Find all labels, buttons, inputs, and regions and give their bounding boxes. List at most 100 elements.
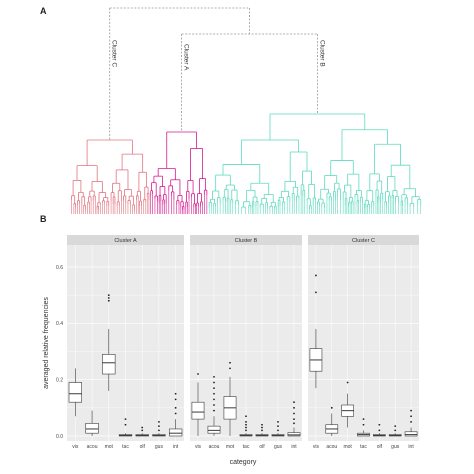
outlier-point bbox=[141, 429, 144, 432]
box-iqr bbox=[102, 354, 116, 375]
outlier-point bbox=[107, 297, 110, 299]
box-acou bbox=[325, 406, 339, 436]
x-tick-label: mot bbox=[226, 444, 235, 450]
outlier-point bbox=[213, 392, 215, 395]
box-int bbox=[168, 392, 183, 437]
x-tick-label: tac bbox=[243, 444, 250, 450]
outlier-point bbox=[293, 406, 295, 409]
box-olf bbox=[135, 426, 149, 437]
outlier-point bbox=[261, 426, 263, 429]
x-tick-label: gus bbox=[155, 444, 164, 450]
outlier-point bbox=[229, 361, 231, 364]
outlier-point bbox=[124, 423, 127, 426]
outlier-point bbox=[245, 426, 247, 429]
cluster-a-subtree bbox=[150, 131, 208, 214]
box-gus bbox=[152, 421, 166, 437]
outlier-point bbox=[362, 418, 365, 420]
panel-label-a: A bbox=[40, 6, 47, 16]
outlier-point bbox=[378, 429, 381, 432]
box-iqr bbox=[191, 401, 205, 420]
box-acou bbox=[85, 410, 99, 436]
outlier-point bbox=[158, 429, 160, 432]
facet-strip bbox=[308, 235, 419, 245]
facet-cluster-b: Cluster B vis acou mot tac olf gus int bbox=[190, 235, 302, 450]
outlier-point bbox=[197, 373, 199, 375]
x-tick-label: int bbox=[173, 444, 179, 450]
outlier-point bbox=[245, 421, 247, 423]
x-tick-label: gus bbox=[391, 444, 400, 450]
y-tick-label: 0.0 bbox=[56, 434, 63, 440]
facet-strip-label: Cluster B bbox=[235, 238, 258, 244]
x-tick-label: tac bbox=[122, 444, 129, 450]
y-tick-label: 0.6 bbox=[56, 265, 63, 271]
box-iqr bbox=[85, 423, 99, 434]
outlier-point bbox=[213, 375, 215, 378]
box-olf bbox=[255, 423, 269, 437]
box-vis bbox=[68, 368, 83, 417]
outlier-point bbox=[141, 426, 144, 429]
cluster-c-label: Cluster C bbox=[111, 40, 118, 67]
outlier-point bbox=[362, 423, 365, 426]
outlier-point bbox=[174, 406, 177, 409]
box-iqr bbox=[168, 428, 183, 437]
x-tick-label: olf bbox=[377, 444, 383, 450]
outlier-point bbox=[293, 422, 295, 425]
box-iqr bbox=[207, 425, 221, 434]
outlier-point bbox=[277, 429, 279, 432]
x-tick-label: acou bbox=[326, 444, 337, 450]
outlier-point bbox=[245, 415, 247, 418]
y-axis-title: averaged relative frequencies bbox=[43, 297, 50, 389]
cluster-b-label: Cluster B bbox=[318, 40, 325, 67]
x-tick-label: vis bbox=[195, 444, 202, 450]
y-tick-label: 0.4 bbox=[56, 321, 63, 327]
facet-strip-label: Cluster C bbox=[352, 238, 375, 244]
dendrogram: Cluster C Cluster A Cluster B bbox=[71, 7, 422, 214]
box-mot bbox=[223, 361, 237, 436]
outlier-point bbox=[346, 381, 349, 384]
box-int bbox=[287, 401, 301, 437]
outlier-point bbox=[174, 398, 177, 401]
box-tac bbox=[239, 415, 253, 437]
outlier-point bbox=[315, 291, 317, 294]
box-iqr bbox=[404, 431, 418, 437]
outlier-point bbox=[410, 421, 412, 423]
outlier-point bbox=[213, 387, 215, 390]
x-tick-label: tac bbox=[360, 444, 367, 450]
outlier-point bbox=[394, 425, 397, 428]
outlier-point bbox=[277, 425, 279, 428]
outlier-point bbox=[293, 412, 295, 415]
cluster-b-subtree bbox=[208, 113, 422, 214]
outlier-point bbox=[315, 274, 317, 277]
outlier-point bbox=[330, 406, 333, 409]
box-gus bbox=[271, 421, 285, 437]
outlier-point bbox=[378, 423, 381, 426]
x-tick-label: acou bbox=[87, 444, 98, 450]
boxplot-panel: 0.0 0.2 0.4 0.6 averaged relative frequencie… bbox=[43, 235, 419, 466]
outlier-point bbox=[394, 429, 397, 432]
box-mot bbox=[102, 294, 116, 391]
box-acou bbox=[207, 375, 221, 436]
facet-cluster-c: Cluster C vis acou mot tac olf gus int bbox=[308, 235, 419, 450]
outlier-point bbox=[245, 423, 247, 426]
box-tac bbox=[357, 418, 370, 437]
x-tick-label: int bbox=[408, 444, 414, 450]
outlier-point bbox=[410, 409, 412, 412]
box-iqr bbox=[68, 382, 83, 403]
x-tick-label: mot bbox=[343, 444, 352, 450]
x-axis-title: category bbox=[230, 459, 257, 466]
x-tick-label: olf bbox=[140, 444, 146, 450]
outlier-point bbox=[158, 425, 160, 428]
outlier-point bbox=[213, 404, 215, 406]
box-iqr bbox=[287, 432, 301, 437]
outlier-point bbox=[107, 299, 110, 302]
outlier-point bbox=[229, 367, 231, 370]
facet-cluster-a: Cluster A vis acou mot tac olf gus int bbox=[67, 235, 184, 450]
outlier-point bbox=[124, 418, 127, 420]
y-tick-label: 0.2 bbox=[56, 377, 63, 383]
outlier-point bbox=[174, 392, 177, 395]
outlier-point bbox=[245, 429, 247, 432]
outlier-point bbox=[174, 412, 177, 415]
x-tick-label: vis bbox=[72, 444, 79, 450]
facet-strip bbox=[67, 235, 184, 245]
